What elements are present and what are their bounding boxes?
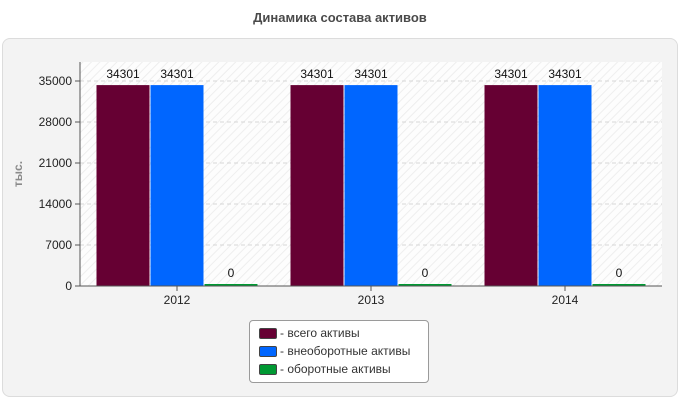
x-tick-label: 2013	[358, 293, 385, 307]
legend-swatch-current	[259, 363, 277, 375]
data-label: 0	[616, 266, 623, 280]
x-tick-labels: 2012 2013 2014	[164, 293, 579, 307]
legend-label-total: - всего активы	[280, 326, 360, 340]
bar	[290, 85, 344, 286]
bar	[204, 284, 258, 286]
legend-item-noncurrent: - внеоборотные активы	[259, 343, 410, 359]
data-label: 34301	[300, 67, 334, 81]
bar	[538, 85, 592, 286]
legend-item-total: - всего активы	[259, 325, 360, 341]
bar	[484, 85, 538, 286]
legend-item-current: - оборотные активы	[259, 361, 391, 377]
data-label: 34301	[354, 67, 388, 81]
data-label: 34301	[160, 67, 194, 81]
data-label: 0	[422, 266, 429, 280]
data-label: 34301	[494, 67, 528, 81]
y-tick-label: 21000	[39, 156, 73, 170]
legend: - всего активы - внеоборотные активы - о…	[249, 320, 429, 383]
axes	[75, 62, 662, 291]
legend-label-noncurrent: - внеоборотные активы	[280, 344, 411, 358]
bar	[150, 85, 204, 286]
bars	[96, 85, 646, 286]
chart-title: Динамика состава активов	[253, 10, 427, 25]
x-tick-label: 2012	[164, 293, 191, 307]
bar	[96, 85, 150, 286]
legend-swatch-noncurrent	[259, 345, 277, 357]
data-label: 0	[228, 266, 235, 280]
legend-label-current: - оборотные активы	[280, 362, 391, 376]
data-labels: 34301 34301 0 34301 34301 0 34301 34301 0	[106, 67, 622, 280]
y-tick-label: 28000	[39, 115, 73, 129]
y-tick-label: 0	[65, 279, 72, 293]
y-tick-labels: 0 7000 14000 21000 28000 35000	[39, 74, 73, 293]
bar	[592, 284, 646, 286]
y-tick-label: 14000	[39, 197, 73, 211]
data-label: 34301	[548, 67, 582, 81]
y-tick-label: 7000	[45, 238, 72, 252]
bar	[344, 85, 398, 286]
x-tick-label: 2014	[552, 293, 579, 307]
y-axis-label: тыс.	[11, 161, 25, 187]
bar	[398, 284, 452, 286]
legend-swatch-total	[259, 327, 277, 339]
data-label: 34301	[106, 67, 140, 81]
y-tick-label: 35000	[39, 74, 73, 88]
